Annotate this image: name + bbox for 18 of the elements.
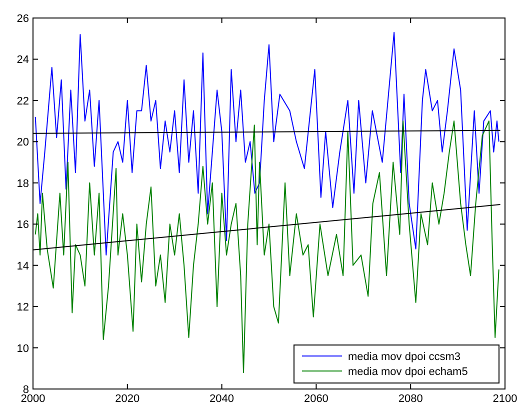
x-tick-label: 2040 [210, 393, 234, 405]
line-series [34, 32, 500, 256]
x-tick-label: 2060 [304, 393, 328, 405]
y-tick-label: 20 [16, 136, 29, 149]
legend-label: media mov dpoi echam5 [348, 366, 468, 378]
y-tick-label: 18 [16, 178, 29, 190]
y-tick-label: 24 [16, 54, 29, 66]
y-tick-label: 10 [16, 342, 29, 355]
y-tick-label: 26 [16, 13, 29, 25]
x-tick-label: 2000 [20, 393, 46, 405]
x-tick-label: 2080 [398, 393, 423, 405]
legend-label: media mov dpoi ccsm3 [348, 351, 460, 363]
y-tick-label: 22 [16, 95, 29, 108]
y-tick-label: 14 [16, 260, 29, 272]
x-tick-label: 2020 [115, 393, 140, 405]
x-tick-label: 2100 [492, 393, 518, 405]
y-tick-label: 16 [16, 219, 29, 232]
y-tick-label: 12 [16, 302, 29, 314]
